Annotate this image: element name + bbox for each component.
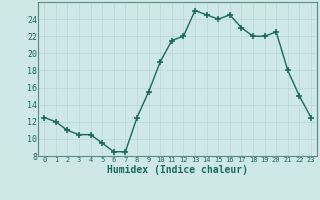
X-axis label: Humidex (Indice chaleur): Humidex (Indice chaleur) [107,165,248,175]
